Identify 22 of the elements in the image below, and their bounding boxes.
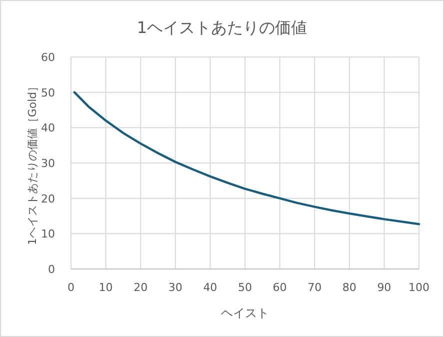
- x-tick-label: 30: [168, 281, 182, 294]
- x-tick-label: 0: [68, 281, 74, 294]
- x-axis-title: ヘイスト: [221, 306, 269, 320]
- x-tick-label: 50: [238, 281, 252, 294]
- y-tick-label: 60: [41, 51, 55, 64]
- x-tick-label: 10: [98, 281, 113, 294]
- y-axis-title: 1ヘイストあたりの価値［Gold］: [26, 80, 39, 246]
- chart-title: 1ヘイストあたりの価値: [136, 18, 308, 37]
- x-tick-label: 40: [203, 281, 218, 294]
- x-tick-label: 60: [272, 281, 287, 294]
- y-tick-label: 50: [41, 86, 55, 100]
- y-tick-label: 0: [48, 263, 55, 276]
- y-tick-label: 20: [41, 192, 55, 206]
- x-tick-label: 80: [342, 281, 356, 294]
- x-tick-label: 20: [134, 281, 148, 294]
- line-series: [73, 91, 420, 226]
- x-tick-label: 90: [377, 281, 392, 294]
- y-tick-label: 30: [41, 157, 55, 170]
- x-tick-label: 70: [308, 281, 322, 294]
- y-tick-label: 10: [41, 228, 55, 241]
- y-tick-label: 40: [41, 122, 55, 135]
- x-tick-label: 100: [408, 281, 430, 294]
